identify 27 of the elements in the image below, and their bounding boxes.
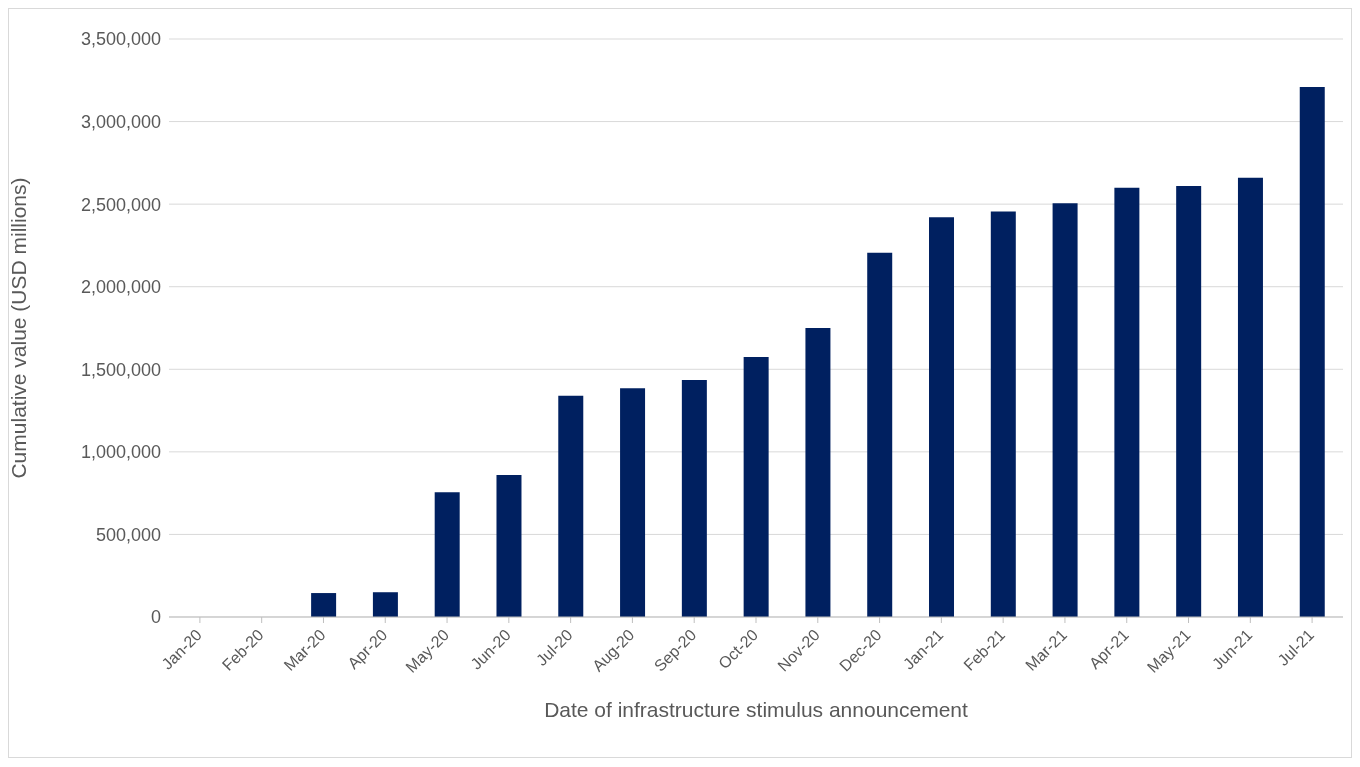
bar (1299, 86, 1325, 617)
bar (558, 395, 584, 617)
bar (867, 252, 893, 617)
bar (1052, 203, 1078, 617)
y-tick-label: 1,500,000 (80, 359, 161, 380)
y-tick-label: 2,500,000 (80, 194, 161, 215)
bar (1237, 177, 1263, 617)
bar (311, 593, 337, 617)
bar (681, 380, 707, 617)
y-tick-label: 3,000,000 (80, 111, 161, 132)
x-axis-title: Date of infrastructure stimulus announcement (544, 698, 969, 721)
bar (990, 211, 1016, 617)
bar (1176, 185, 1202, 617)
y-tick-label: 2,000,000 (80, 277, 161, 298)
y-tick-label: 1,000,000 (80, 442, 161, 463)
bar (372, 592, 398, 617)
y-tick-label: 500,000 (95, 524, 161, 545)
y-axis-title: Cumulative value (USD millions) (7, 177, 31, 479)
y-tick-label: 3,500,000 (80, 29, 161, 50)
bar (743, 356, 769, 617)
y-tick-label: 0 (150, 607, 161, 628)
bar (929, 217, 955, 617)
bar (1114, 187, 1140, 617)
bar (434, 492, 460, 617)
bar (805, 328, 831, 617)
bar (620, 388, 646, 617)
bar (496, 474, 522, 617)
